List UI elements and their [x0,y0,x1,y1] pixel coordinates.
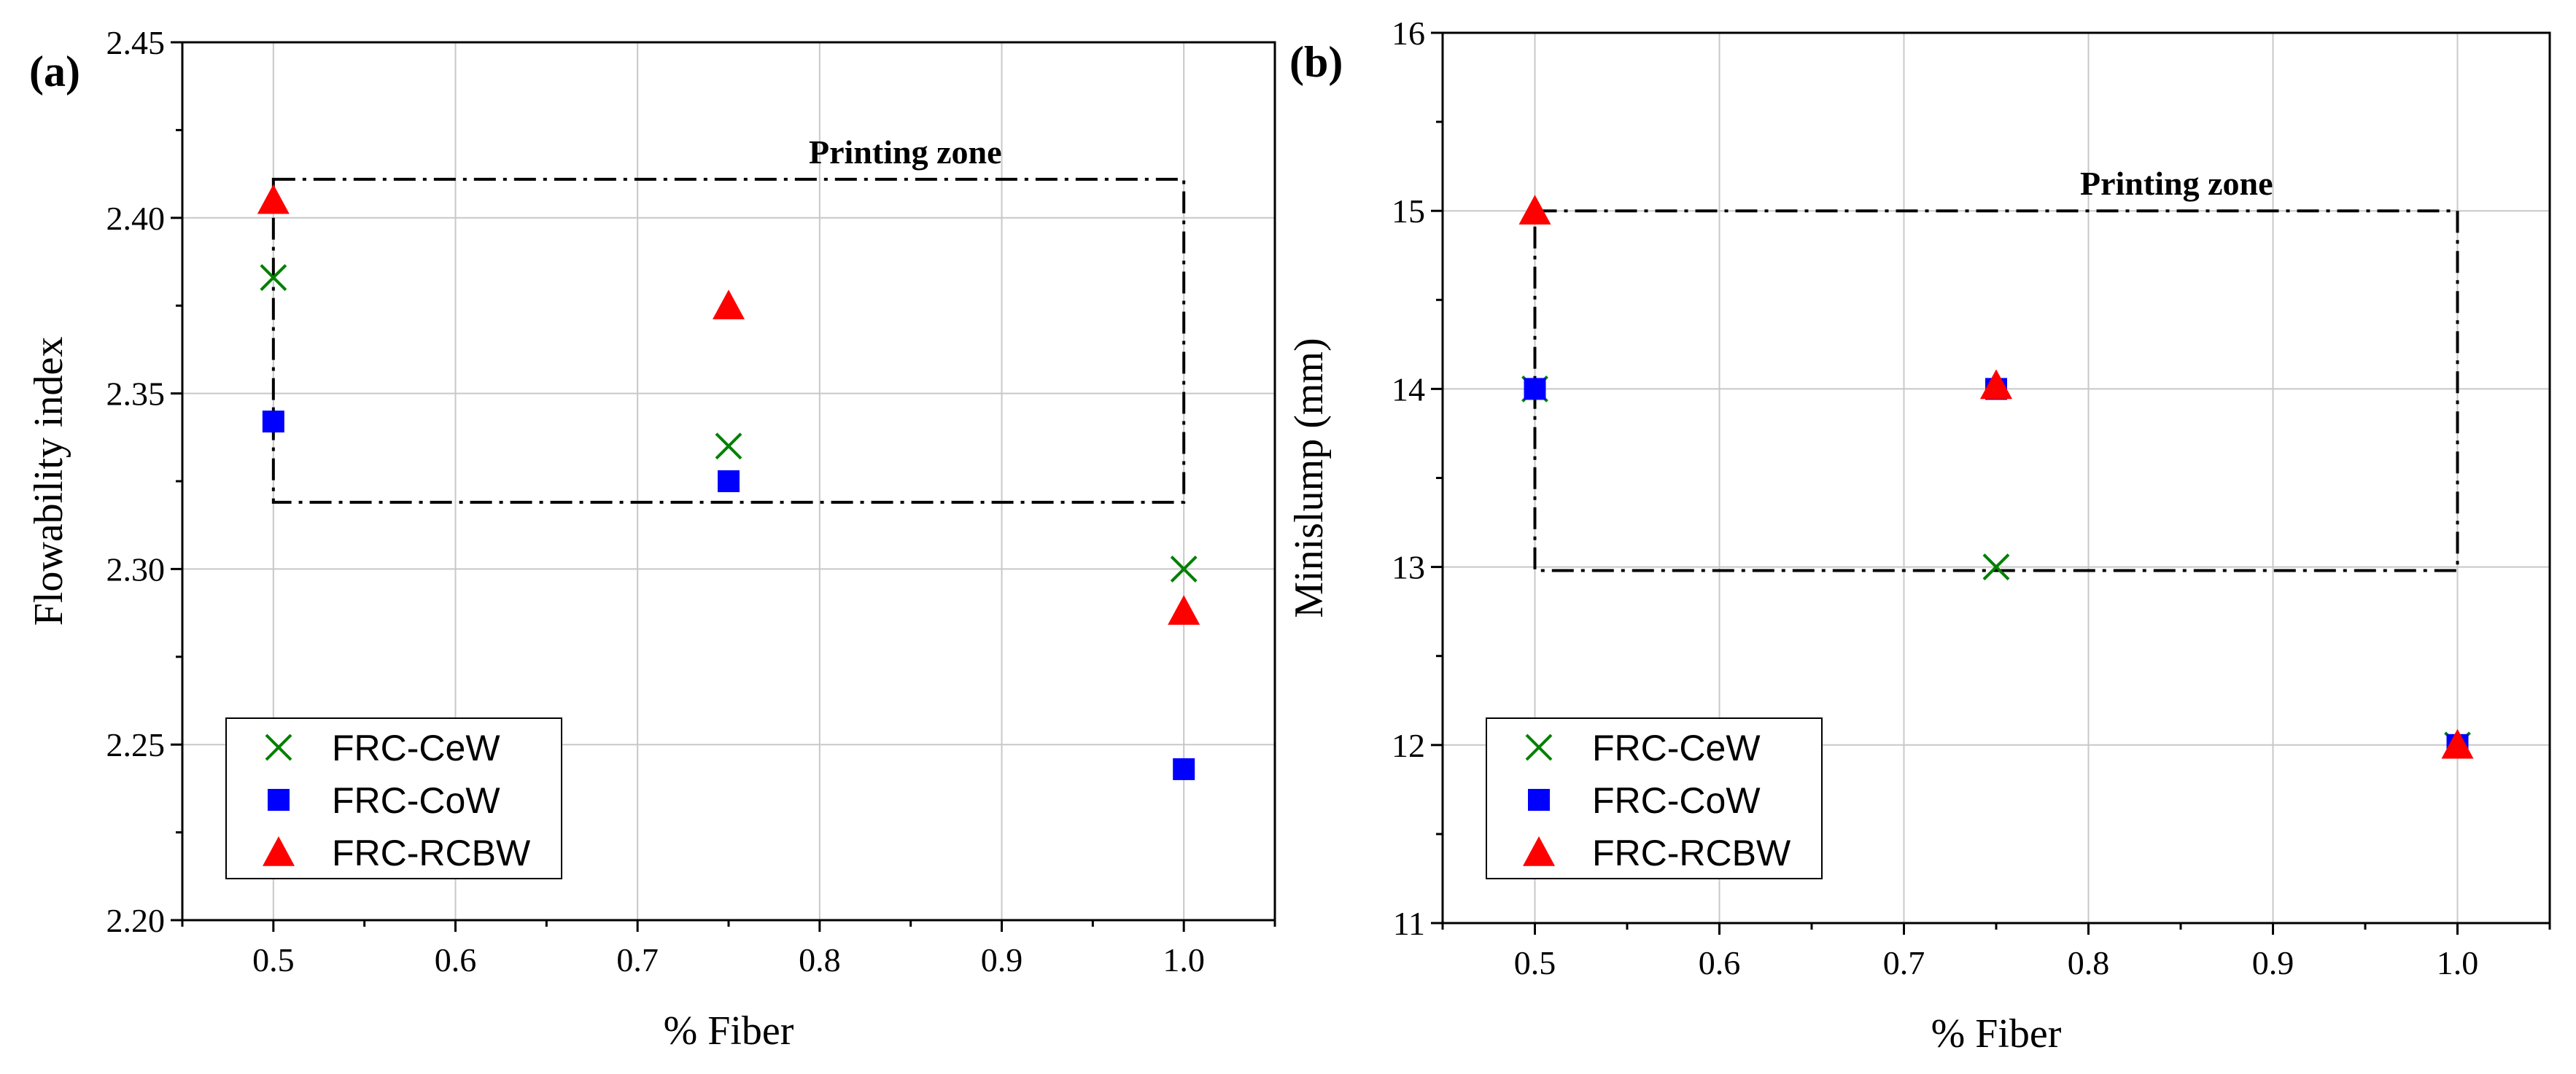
printing-zone-box [271,177,1186,504]
x-tick-label: 0.8 [2068,944,2110,981]
legend-item: FRC-RCBW [1523,833,1791,873]
x-tick-label: 0.9 [981,941,1023,978]
legend-item: FRC-RCBW [263,833,531,873]
data-point [1173,758,1195,780]
legend-label: FRC-CoW [1592,780,1761,821]
x-tick-label: 0.7 [1883,944,1925,981]
data-point [1982,553,2010,581]
y-tick-label: 13 [1392,549,1425,586]
panel-label: (a) [29,47,80,96]
y-tick-label: 2.35 [106,375,166,413]
data-point [260,264,287,292]
legend-marker [263,836,295,866]
data-point [2441,728,2474,759]
y-tick-label: 2.40 [106,200,166,237]
legend-marker-stroke-b [265,733,292,761]
data-point [1168,595,1200,625]
chart-panel-a: 0.5 0.6 0.7 0.8 0.9 1.0 2.20 2.25 2.30 2.35 2.40 2.… [26,24,1276,1054]
x-tick-label: 0.7 [616,941,659,978]
chart-panel-b: 0.5 0.6 0.7 0.8 0.9 1.0 11 12 13 14 15 16 % Fiber Min… [1287,15,2551,1057]
legend-label: FRC-CoW [332,780,500,821]
x-axis-label: % Fiber [1931,1011,2062,1057]
data-point [713,289,745,319]
data-point [262,410,284,433]
y-tick-label: 2.25 [106,726,166,763]
data-point [1980,369,2012,400]
x-tick-label: 0.9 [2252,944,2294,981]
legend-label: FRC-CeW [1592,728,1761,768]
legend-marker [268,789,290,811]
legend-item: FRC-CoW [268,780,500,821]
legend-marker [1528,789,1550,811]
x-tick-label: 0.5 [1514,944,1556,981]
y-tick-label: 12 [1392,727,1425,764]
y-tick-label: 16 [1392,15,1425,52]
data-point [257,184,290,214]
legend-item: FRC-CoW [1528,780,1761,821]
x-tick-label: 0.8 [799,941,841,978]
y-tick-label: 15 [1392,192,1425,230]
x-tick-label: 0.5 [252,941,295,978]
series-frc-rcbw [1518,195,2474,759]
data-point [1170,555,1198,583]
legend-item: FRC-CeW [1525,728,1761,768]
legend-marker [1525,733,1553,761]
printing-zone-label: Printing zone [2080,165,2273,202]
x-tick-label: 1.0 [2437,944,2479,981]
data-point-stroke-b [1170,555,1198,583]
y-tick-label: 2.30 [106,550,166,588]
x-axis-label: % Fiber [664,1008,794,1054]
data-point [1518,195,1551,225]
x-tick-label: 0.6 [1699,944,1741,981]
legend-item: FRC-CeW [265,728,500,768]
data-point [718,470,740,492]
y-tick-label: 2.45 [106,24,166,61]
data-point-stroke-b [715,432,742,460]
y-tick-label: 11 [1393,905,1425,942]
legend-label: FRC-RCBW [332,833,531,873]
legend-marker [265,733,292,761]
printing-zone-label: Printing zone [809,133,1001,171]
x-tick-label: 0.6 [435,941,477,978]
series-frc-rcbw [257,184,1200,625]
legend-label: FRC-CeW [332,728,500,768]
series-frc-cow [262,410,1195,780]
y-axis-label: Flowability index [26,337,71,626]
data-point [715,432,742,460]
legend: FRC-CeW FRC-CoW FRC-RCBW [1486,717,1823,879]
data-point-stroke-b [1982,553,2010,581]
x-tick-label: 1.0 [1163,941,1205,978]
legend-marker [1523,836,1555,866]
data-point-stroke-b [260,264,287,292]
legend-label: FRC-RCBW [1592,833,1791,873]
y-tick-label: 14 [1392,370,1425,408]
panel-label: (b) [1289,38,1343,86]
series-frc-cew [260,264,1198,583]
y-axis-label: Minislump (mm) [1287,338,1332,618]
legend-marker-stroke-b [1525,733,1553,761]
data-point [1524,378,1546,400]
y-tick-label: 2.20 [106,902,166,939]
legend: FRC-CeW FRC-CoW FRC-RCBW [225,717,562,879]
